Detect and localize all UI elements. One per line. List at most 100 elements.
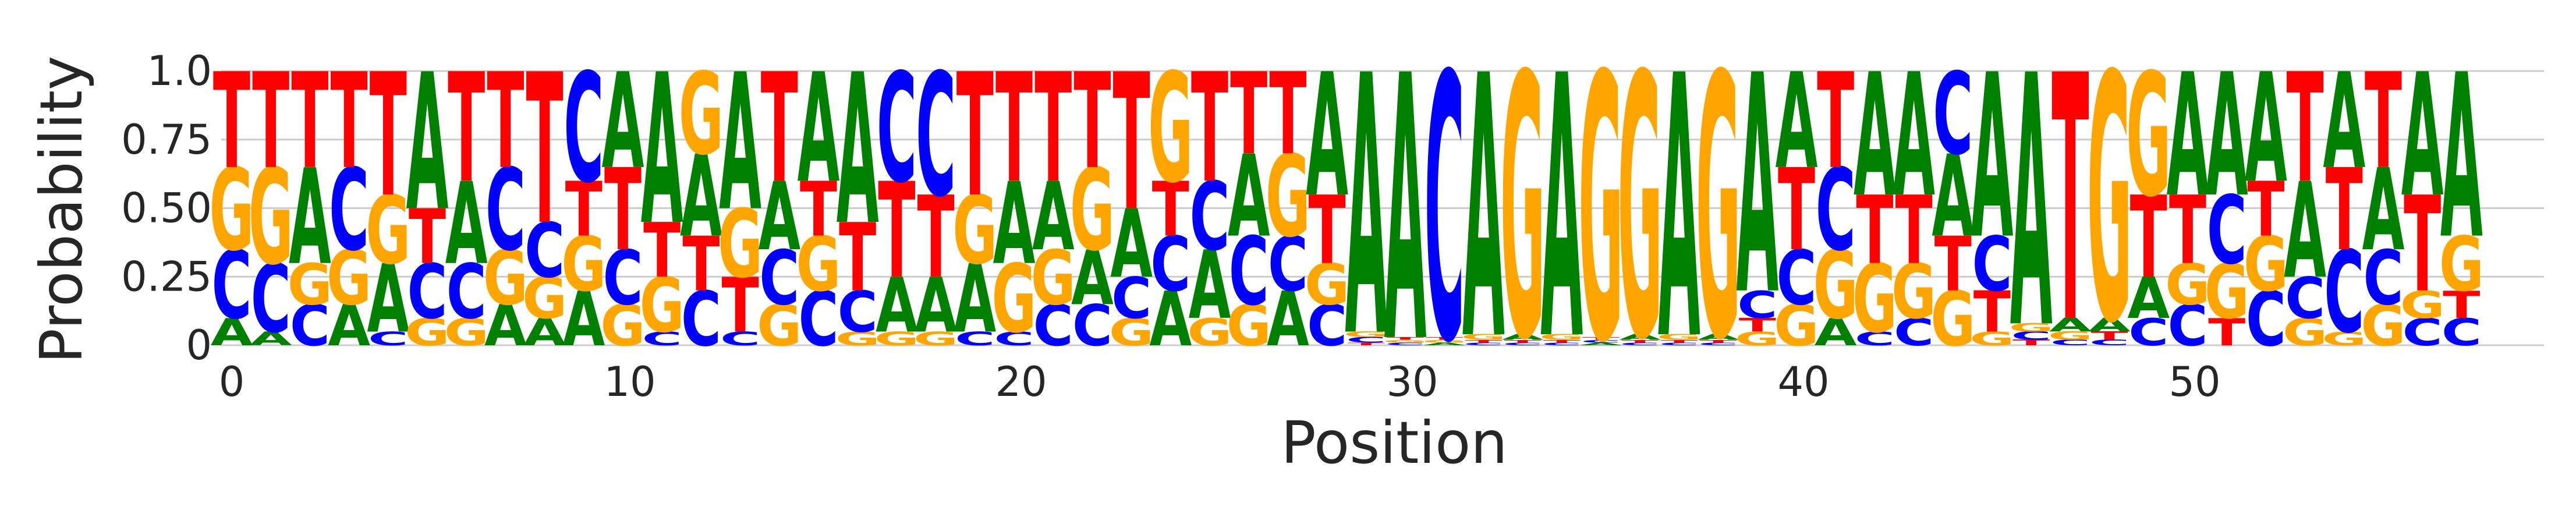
logo-letter-T: T: [1230, 49, 1267, 180]
y-axis-label: Probability: [27, 56, 95, 364]
logo-letter-A: A: [1071, 234, 1114, 322]
logo-letter-C: C: [1425, 0, 1465, 423]
logo-letter-T: T: [331, 45, 368, 199]
logo-letter-T: T: [1543, 339, 1581, 344]
logo-letter-A: A: [1384, 0, 1427, 423]
logo-letter-G: G: [2244, 221, 2288, 309]
logo-letter-A: A: [2245, 41, 2287, 216]
logo-letter-T: T: [2287, 41, 2324, 216]
logo-letter-G: G: [1735, 328, 1780, 350]
logo-letter-G: G: [1891, 248, 1936, 336]
logo-letter-C: C: [1111, 265, 1151, 332]
logo-letter-C: C: [1229, 217, 1269, 327]
logo-letter-T: T: [1465, 339, 1503, 344]
logo-letter-T: T: [1817, 45, 1854, 199]
logo-letter-C: C: [211, 231, 251, 341]
logo-letter-A: A: [523, 311, 566, 355]
logo-letter-G: G: [2205, 248, 2249, 336]
logo-letter-A: A: [876, 261, 918, 349]
logo-letter-A: A: [719, 34, 761, 253]
logo-letter-T: T: [1778, 145, 1815, 276]
logo-letter-A: A: [798, 41, 840, 216]
logo-letter-C: C: [1150, 221, 1190, 309]
logo-letter-C: C: [2246, 275, 2286, 363]
logo-letter-G: G: [600, 293, 645, 359]
logo-letter-C: C: [681, 275, 721, 363]
logo-letter-T: T: [839, 204, 876, 313]
logo-letter-A: A: [2206, 38, 2248, 235]
logo-letter-C: C: [2011, 330, 2051, 343]
logo-letter-C: C: [1033, 293, 1073, 359]
logo-letter-T: T: [2051, 5, 2089, 398]
logo-letter-T: T: [1309, 176, 1346, 286]
logo-letter-G: G: [2048, 330, 2093, 343]
logo-letter-A: A: [1932, 131, 1974, 262]
logo-letter-T: T: [1582, 337, 1620, 341]
logo-letter-T: T: [2208, 311, 2245, 355]
logo-letter-A: A: [2362, 145, 2405, 276]
logo-letter-G: G: [2009, 321, 2054, 335]
logo-letter-A: A: [2323, 45, 2365, 199]
logo-letter-T: T: [1973, 279, 2011, 345]
logo-letter-G: G: [718, 190, 763, 299]
logo-letter-T: T: [1660, 339, 1698, 344]
logo-letter-C: C: [1072, 293, 1112, 359]
logo-letter-G: G: [288, 252, 332, 318]
logo-letter-A: A: [2010, 3, 2053, 405]
logo-letter-A: A: [2440, 27, 2483, 289]
logo-letter-G: G: [2322, 328, 2366, 350]
logo-letter-A: A: [680, 131, 722, 262]
logo-letter-T: T: [1504, 339, 1542, 344]
logo-letter-G: G: [1266, 131, 1310, 262]
logo-letter-C: C: [486, 145, 526, 276]
logo-letter-T: T: [1269, 49, 1306, 180]
logo-letter-G: G: [2283, 311, 2327, 355]
logo-letter-T: T: [565, 166, 603, 254]
logo-letter-C: C: [1659, 342, 1699, 346]
logo-letter-C: C: [1698, 342, 1738, 346]
logo-letter-A: A: [602, 45, 644, 199]
logo-letter-A: A: [2167, 38, 2209, 235]
logo-letter-G: G: [1344, 330, 1388, 339]
logo-letter-A: A: [837, 31, 879, 271]
logo-letter-C: C: [1776, 234, 1816, 322]
logo-letter-A: A: [211, 311, 253, 355]
logo-letter-A: A: [1971, 27, 2014, 289]
logo-letter-T: T: [1034, 41, 1072, 216]
logo-letter-T: T: [1934, 221, 1972, 309]
logo-letter-G: G: [2087, 5, 2132, 398]
logo-letter-A: A: [1736, 13, 1778, 362]
logo-letter-G: G: [2361, 293, 2405, 359]
logo-letter-G: G: [249, 141, 293, 295]
logo-letter-G: G: [1969, 328, 2014, 350]
logo-letter-C: C: [2089, 338, 2129, 347]
logo-letter-G: G: [1148, 41, 1193, 216]
logo-letter-T: T: [213, 45, 250, 199]
logo-letter-T: T: [1387, 337, 1425, 341]
logo-letter-G: G: [1657, 333, 1702, 342]
logo-letter-A: A: [2127, 265, 2170, 332]
logo-letter-G: G: [1109, 311, 1154, 355]
logo-letter-C: C: [603, 234, 643, 322]
logo-letter-T: T: [643, 207, 681, 295]
logo-letter-A: A: [1815, 311, 1857, 355]
logo-letter-C: C: [2363, 234, 2403, 322]
logo-letter-T: T: [2404, 168, 2441, 322]
logo-letter-T: T: [1895, 176, 1933, 286]
logo-letter-C: C: [2403, 311, 2443, 355]
logo-letter-C: C: [1268, 221, 1308, 309]
logo-letter-G: G: [1461, 333, 1506, 342]
logo-letter-A: A: [1267, 275, 1309, 363]
logo-letter-C: C: [759, 234, 799, 322]
logo-letter-G: G: [405, 311, 449, 355]
logo-letter-T: T: [604, 145, 642, 276]
logo-letter-T: T: [682, 221, 720, 309]
logo-letter-G: G: [796, 221, 841, 309]
logo-letter-C: C: [407, 248, 447, 336]
logo-letter-C: C: [447, 248, 487, 336]
logo-letter-C: C: [2128, 311, 2168, 355]
logo-letter-G: G: [835, 328, 880, 350]
logo-letter-C: C: [2285, 265, 2325, 332]
y-tick-label: 0.75: [121, 116, 212, 164]
logo-letter-C: C: [798, 275, 838, 363]
